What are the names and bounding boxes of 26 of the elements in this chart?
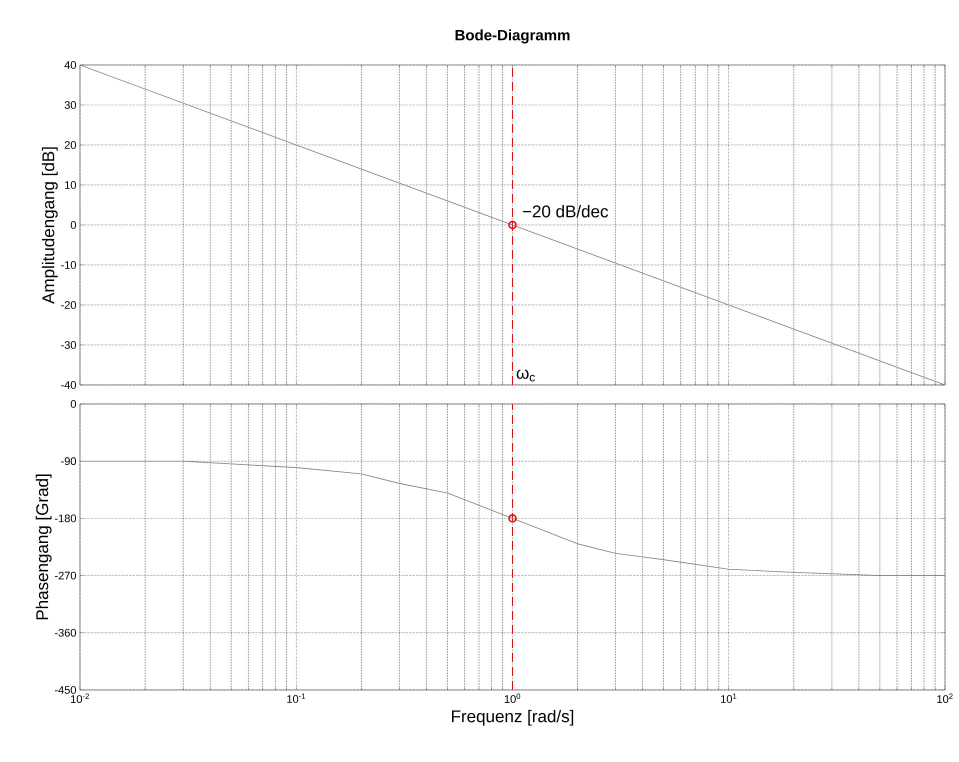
x-axis-title: Frequenz [rad/s]	[452, 710, 574, 726]
y-tick-label: -30	[61, 341, 76, 349]
y-tick-label: 0	[70, 400, 76, 408]
chart-title: Bode-Diagramm	[456, 29, 570, 44]
y-tick-label: -90	[61, 457, 76, 466]
y-tick-label: -450	[54, 686, 76, 694]
y-axis-title: Phasengang [Grad]	[36, 474, 52, 620]
y-tick-label: -40	[61, 381, 76, 389]
y-tick-label: -270	[54, 572, 76, 580]
annotation: −20 dB/dec	[522, 204, 608, 218]
y-tick-label: -180	[54, 514, 76, 522]
x-tick-label: 10$^{-2}$	[71, 694, 89, 703]
y-tick-label: 0	[70, 221, 76, 229]
y-tick-label: 40	[64, 61, 76, 69]
y-tick-label: -20	[61, 301, 76, 309]
x-tick-label: 10$^{-1}$	[287, 694, 306, 703]
y-tick-label: 30	[64, 101, 76, 109]
ref-line-label: ω$_{c}$	[516, 370, 535, 382]
y-axis-title: Amplitudengang [dB]	[42, 147, 58, 304]
y-tick-label: 20	[64, 141, 76, 149]
y-tick-label: -360	[54, 628, 76, 637]
x-tick-label: 10$^{2}$	[937, 694, 953, 703]
y-tick-label: 10	[65, 181, 76, 189]
x-tick-label: 10$^{0}$	[504, 694, 520, 703]
y-tick-label: -10	[61, 261, 76, 269]
x-tick-label: 10$^{1}$	[721, 694, 736, 703]
